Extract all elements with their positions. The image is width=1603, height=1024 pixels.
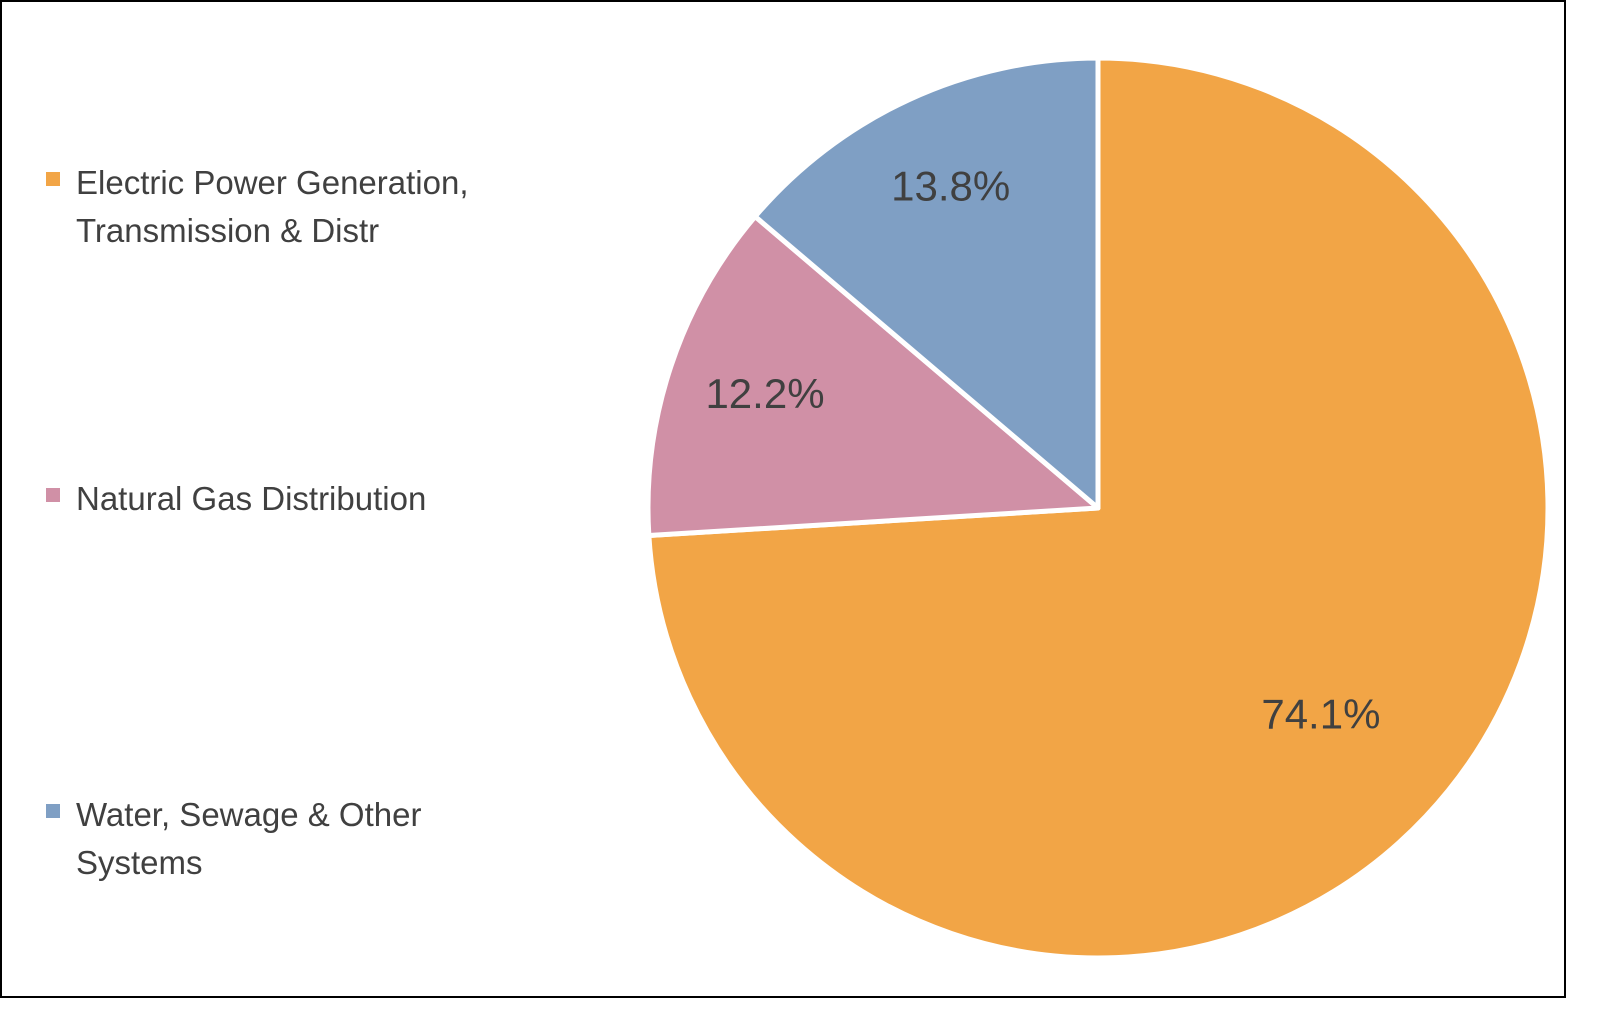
pie-label-electric-power: 74.1% (1261, 691, 1380, 738)
legend-label-electric-power: Electric Power Generation, Transmission … (76, 164, 469, 249)
pie-slice-water-sewage (752, 55, 1101, 511)
legend-swatch-natural-gas (46, 488, 60, 502)
pie-label-natural-gas: 12.2% (705, 370, 824, 417)
legend-swatch-water-sewage (46, 804, 60, 818)
legend-item-electric-power: Electric Power Generation, Transmission … (46, 159, 546, 255)
chart-frame: Electric Power Generation, Transmission … (0, 0, 1566, 998)
pie-chart: 74.1% 12.2% 13.8% (645, 55, 1551, 961)
pie-slice-natural-gas (645, 214, 1101, 539)
pie-labels: 74.1% 12.2% 13.8% (705, 163, 1380, 738)
legend-swatch-electric-power (46, 172, 60, 186)
pie-label-water-sewage: 13.8% (891, 163, 1010, 210)
legend-label-natural-gas: Natural Gas Distribution (76, 480, 427, 517)
legend-item-water-sewage: Water, Sewage & Other Systems (46, 791, 546, 887)
legend-item-natural-gas: Natural Gas Distribution (46, 475, 546, 523)
pie-slices (645, 55, 1551, 961)
legend: Electric Power Generation, Transmission … (2, 2, 642, 1002)
legend-label-water-sewage: Water, Sewage & Other Systems (76, 796, 422, 881)
